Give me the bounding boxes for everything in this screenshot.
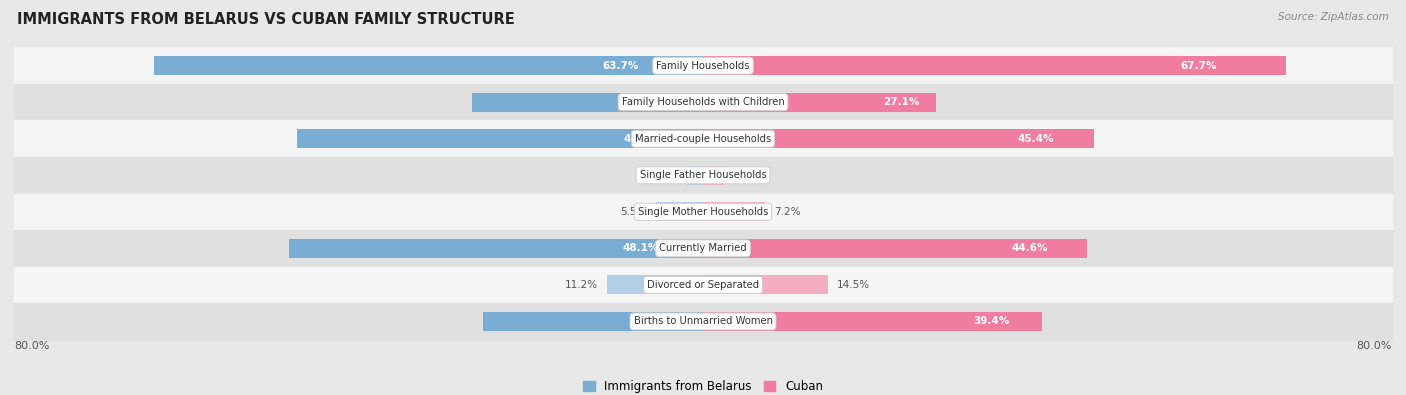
Bar [297, 129, 703, 148]
Bar [703, 312, 1042, 331]
Text: Divorced or Separated: Divorced or Separated [647, 280, 759, 290]
Bar [472, 93, 703, 112]
Bar [703, 166, 725, 185]
Text: 2.6%: 2.6% [734, 170, 761, 180]
Text: Family Households with Children: Family Households with Children [621, 97, 785, 107]
Text: 26.8%: 26.8% [650, 97, 686, 107]
Bar [14, 230, 1392, 267]
Text: Currently Married: Currently Married [659, 243, 747, 253]
Bar [606, 275, 703, 294]
Bar [482, 312, 703, 331]
Text: 45.4%: 45.4% [1017, 134, 1053, 144]
Bar [703, 275, 828, 294]
Text: 39.4%: 39.4% [973, 316, 1010, 326]
Bar [655, 202, 703, 221]
Bar [155, 56, 703, 75]
Text: 25.6%: 25.6% [652, 316, 688, 326]
Bar [703, 129, 1094, 148]
Text: Single Mother Households: Single Mother Households [638, 207, 768, 217]
Bar [288, 239, 703, 258]
Bar [14, 303, 1392, 340]
Text: 47.2%: 47.2% [624, 134, 661, 144]
Text: Births to Unmarried Women: Births to Unmarried Women [634, 316, 772, 326]
Bar [14, 267, 1392, 303]
Text: Family Households: Family Households [657, 61, 749, 71]
Text: IMMIGRANTS FROM BELARUS VS CUBAN FAMILY STRUCTURE: IMMIGRANTS FROM BELARUS VS CUBAN FAMILY … [17, 12, 515, 27]
Legend: Immigrants from Belarus, Cuban: Immigrants from Belarus, Cuban [578, 376, 828, 395]
Bar [14, 84, 1392, 120]
Text: Married-couple Households: Married-couple Households [636, 134, 770, 144]
Text: 11.2%: 11.2% [565, 280, 598, 290]
Text: Single Father Households: Single Father Households [640, 170, 766, 180]
Bar [14, 47, 1392, 84]
Text: 67.7%: 67.7% [1180, 61, 1216, 71]
Bar [14, 120, 1392, 157]
Bar [686, 166, 703, 185]
Bar [703, 239, 1087, 258]
Text: Source: ZipAtlas.com: Source: ZipAtlas.com [1278, 12, 1389, 22]
Text: 80.0%: 80.0% [1357, 341, 1392, 351]
Bar [703, 202, 765, 221]
Text: 7.2%: 7.2% [773, 207, 800, 217]
Text: 27.1%: 27.1% [883, 97, 920, 107]
Text: 5.5%: 5.5% [620, 207, 647, 217]
Text: 1.9%: 1.9% [651, 170, 678, 180]
Bar [703, 93, 936, 112]
Bar [14, 157, 1392, 194]
Bar [703, 56, 1286, 75]
Text: 48.1%: 48.1% [623, 243, 659, 253]
Text: 44.6%: 44.6% [1011, 243, 1047, 253]
Text: 14.5%: 14.5% [837, 280, 869, 290]
Text: 80.0%: 80.0% [14, 341, 49, 351]
Text: 63.7%: 63.7% [603, 61, 638, 71]
Bar [14, 194, 1392, 230]
